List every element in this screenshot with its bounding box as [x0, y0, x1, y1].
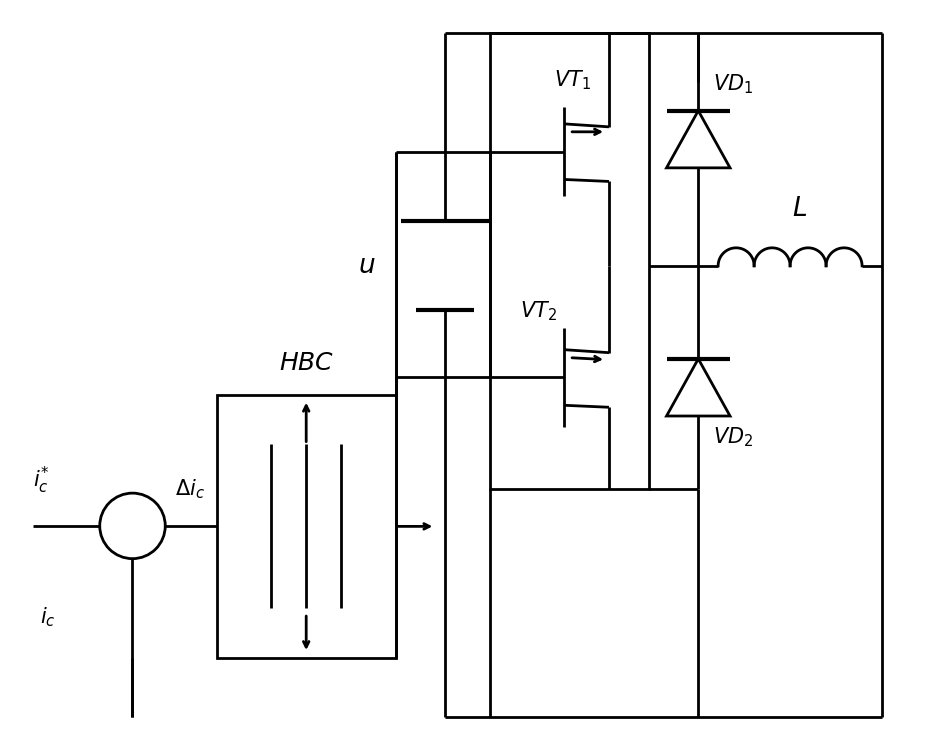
Text: $VT_2$: $VT_2$ [519, 299, 557, 323]
Text: $i_c$: $i_c$ [40, 605, 56, 629]
Text: $HBC$: $HBC$ [279, 352, 334, 375]
Bar [217, 395, 396, 658]
Text: $\Delta i_c$: $\Delta i_c$ [175, 478, 205, 501]
Polygon shape [666, 111, 730, 168]
Text: $VT_1$: $VT_1$ [554, 68, 592, 92]
Circle shape [100, 493, 166, 559]
Polygon shape [666, 359, 730, 416]
Text: $VD_1$: $VD_1$ [713, 73, 753, 96]
Text: $u$: $u$ [358, 253, 375, 278]
Text: $VD_2$: $VD_2$ [713, 425, 753, 449]
Text: $i_c^{*}$: $i_c^{*}$ [34, 465, 50, 496]
Bar [490, 32, 649, 489]
Text: $L$: $L$ [793, 196, 808, 221]
